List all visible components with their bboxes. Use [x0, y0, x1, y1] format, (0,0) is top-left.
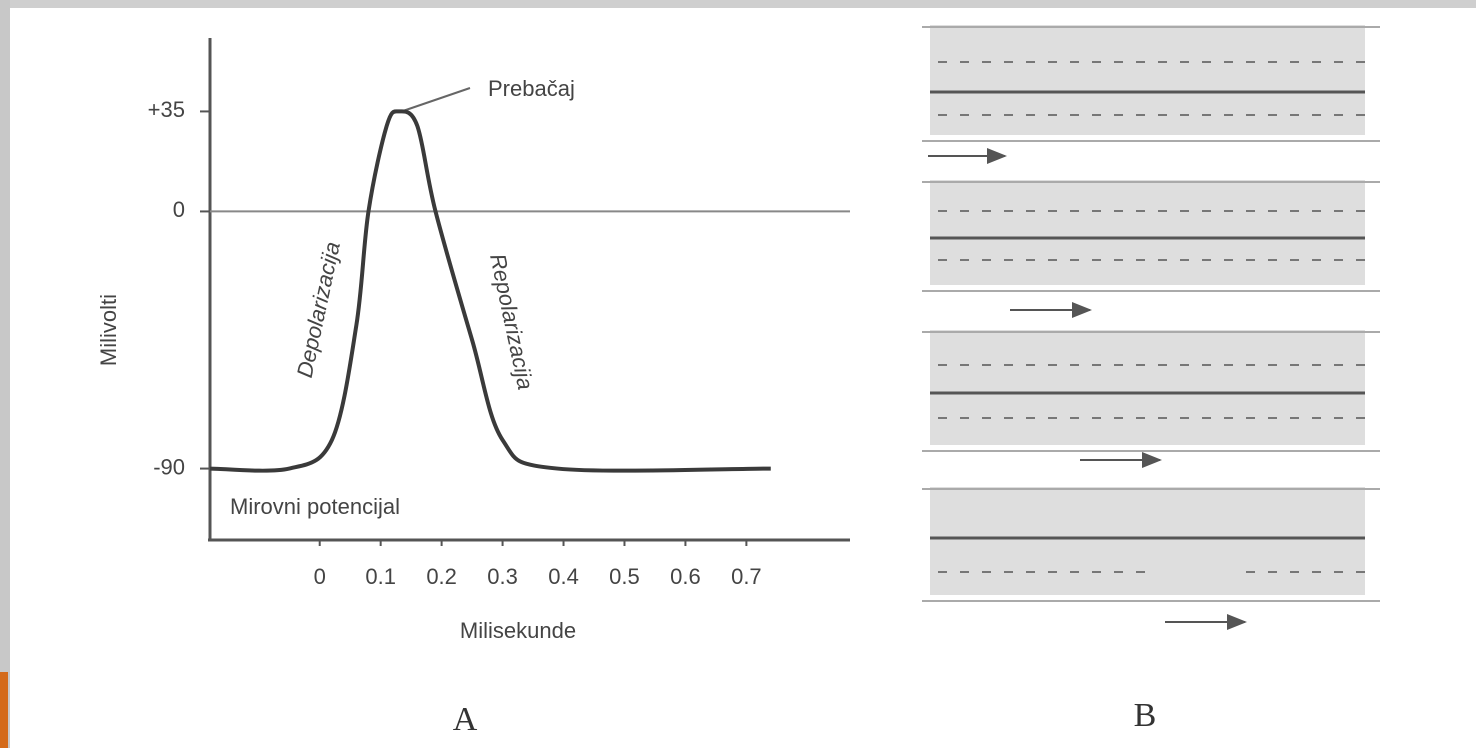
x-tick-label: 0.2: [426, 564, 457, 589]
x-tick-label: 0.5: [609, 564, 640, 589]
x-axis-label: Milisekunde: [460, 618, 576, 643]
y-axis-label: Milivolti: [96, 294, 121, 366]
fiber: [930, 25, 1365, 135]
y-tick-label: +35: [148, 97, 185, 122]
panel-label: B: [1134, 697, 1157, 734]
x-tick-label: 0.3: [487, 564, 518, 589]
x-tick-label: 0.6: [670, 564, 701, 589]
x-tick-label: 0: [314, 564, 326, 589]
annotation: Depolarizacija: [292, 239, 345, 379]
fiber: [930, 180, 1365, 285]
left-band: [0, 0, 10, 748]
corner-accent: [0, 672, 8, 748]
panel-label: A: [453, 701, 478, 738]
x-tick-label: 0.7: [731, 564, 762, 589]
top-band: [0, 0, 1476, 8]
y-tick-label: 0: [173, 197, 185, 222]
x-tick-label: 0.4: [548, 564, 579, 589]
annotation: Mirovni potencijal: [230, 494, 400, 519]
fiber: [930, 330, 1365, 445]
leader-line: [399, 87, 471, 113]
x-tick-label: 0.1: [365, 564, 396, 589]
fiber: [930, 487, 1365, 595]
annotation: Repolarizacija: [485, 251, 538, 391]
annotation: Prebačaj: [488, 76, 575, 101]
y-tick-label: -90: [153, 454, 185, 479]
line-series: [209, 109, 771, 473]
